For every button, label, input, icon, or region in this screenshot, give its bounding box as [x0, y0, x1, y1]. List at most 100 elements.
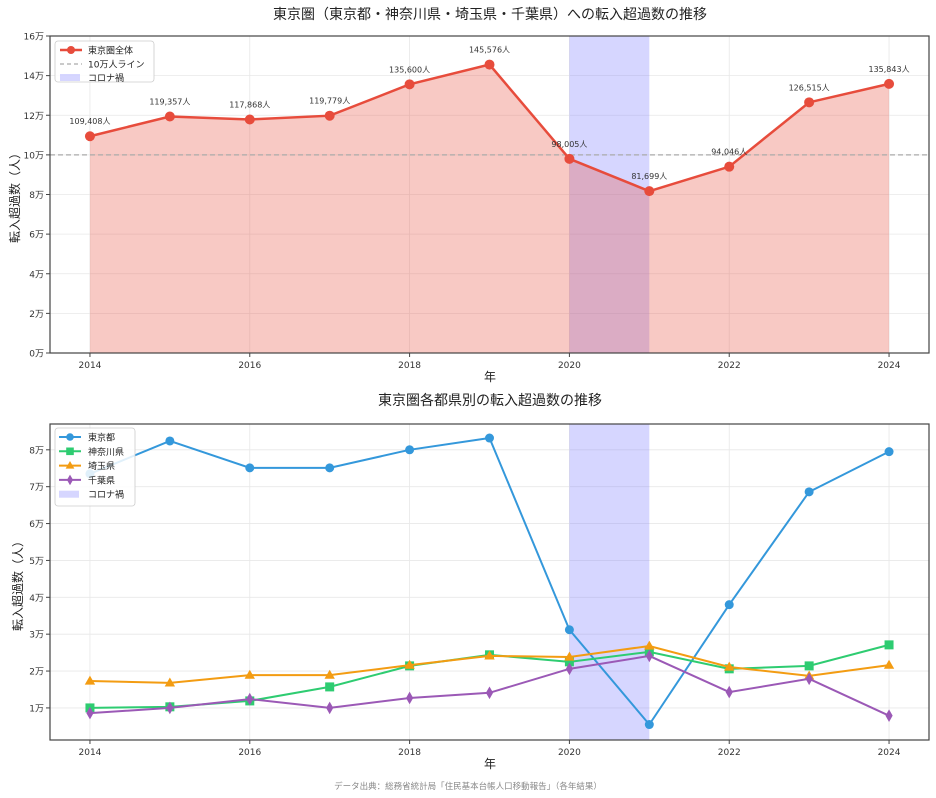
top-x-label: 年 — [484, 370, 496, 384]
top-data-labels: 109,408人 119,357人 117,868人 119,779人 135,600人… — [69, 46, 909, 182]
data-point-marker — [724, 600, 734, 610]
legend-label: 東京圏全体 — [88, 45, 133, 57]
source-footer: データ出典：総務省統計局「住民基本台帳人口移動報告」（各年結果） — [334, 781, 602, 792]
y-tick-label: 1万 — [29, 704, 44, 714]
legend-label: 神奈川県 — [88, 446, 124, 458]
data-point-marker — [244, 114, 255, 125]
legend-marker-icon — [65, 461, 75, 469]
data-point-marker — [484, 650, 495, 660]
data-point-marker — [164, 111, 175, 122]
data-point-marker — [165, 436, 175, 446]
data-value-label: 117,868人 — [229, 100, 270, 109]
data-point-marker — [484, 59, 495, 70]
data-point-marker — [644, 720, 654, 730]
data-point-marker — [805, 672, 813, 686]
data-point-marker — [84, 131, 95, 142]
data-point-marker — [564, 625, 574, 635]
area-fill — [89, 64, 890, 354]
data-point-marker — [324, 110, 335, 121]
bottom-series-lines — [84, 433, 895, 730]
bottom-grid — [50, 424, 929, 740]
data-value-label: 109,408人 — [69, 117, 110, 126]
data-value-label: 94,046人 — [711, 148, 747, 157]
y-tick-label: 5万 — [29, 557, 44, 567]
data-point-marker — [86, 706, 94, 720]
x-tick-label: 2022 — [718, 361, 741, 371]
top-y-axis: 0万 2万 4万 6万 8万 10万 12万 14万 16万 — [24, 33, 50, 360]
legend-marker-icon — [66, 474, 74, 486]
x-tick-label: 2018 — [398, 361, 421, 371]
data-value-label: 119,779人 — [309, 97, 350, 106]
y-tick-label: 8万 — [29, 191, 44, 201]
x-tick-label: 2018 — [398, 748, 421, 758]
y-tick-label: 2万 — [29, 668, 44, 678]
legend-box — [54, 427, 136, 507]
legend-label: コロナ禍 — [88, 489, 124, 501]
data-point-marker — [404, 79, 415, 90]
y-tick-label: 6万 — [29, 520, 44, 530]
data-point-marker — [405, 445, 415, 455]
bottom-x-label: 年 — [484, 757, 496, 771]
data-point-marker — [645, 649, 653, 663]
data-point-marker — [564, 153, 575, 164]
data-point-marker — [485, 686, 494, 700]
covid-period-band — [569, 36, 650, 353]
legend-marker-icon — [66, 447, 74, 456]
data-point-marker — [325, 682, 335, 692]
data-point-marker — [485, 433, 494, 443]
data-value-label: 135,600人 — [389, 65, 430, 74]
y-tick-label: 12万 — [24, 112, 44, 122]
y-tick-label: 2万 — [29, 310, 44, 320]
data-point-marker — [166, 701, 174, 715]
series-千葉県 — [86, 649, 893, 722]
legend-patch-swatch — [59, 490, 79, 498]
data-point-marker — [246, 692, 254, 706]
series-line — [89, 436, 890, 727]
bottom-chart-title: 東京圏各都県別の転入超過数の推移 — [378, 393, 602, 409]
legend-marker-icon — [66, 433, 74, 441]
data-value-label: 145,576人 — [469, 46, 510, 55]
top-area-fill — [89, 64, 890, 354]
y-tick-label: 10万 — [24, 151, 44, 161]
y-tick-label: 7万 — [29, 483, 44, 493]
data-point-marker — [804, 661, 814, 671]
top-covid-shade — [569, 36, 650, 353]
x-tick-label: 2022 — [718, 748, 741, 758]
bottom-y-label: 転入超過数（人） — [10, 535, 25, 631]
x-tick-label: 2014 — [79, 748, 102, 758]
y-tick-label: 14万 — [24, 72, 44, 82]
data-value-label: 119,357人 — [149, 98, 190, 107]
y-tick-label: 4万 — [29, 594, 44, 604]
data-point-marker — [564, 651, 575, 661]
legend-label: 東京都 — [88, 432, 115, 444]
data-point-marker — [84, 675, 96, 685]
data-point-marker — [404, 659, 415, 669]
data-value-label: 126,515人 — [789, 83, 830, 92]
data-value-label: 135,843人 — [868, 65, 909, 74]
top-series-line — [84, 59, 895, 197]
data-point-marker — [725, 685, 733, 699]
legend-label: 埼玉県 — [88, 460, 115, 472]
data-point-marker — [883, 659, 895, 669]
top-y-label: 転入超過数（人） — [7, 147, 22, 243]
series-東京都 — [85, 433, 894, 730]
data-point-marker — [324, 669, 335, 679]
data-point-marker — [885, 709, 893, 722]
data-point-marker — [884, 447, 894, 457]
data-point-marker — [325, 463, 335, 473]
series-埼玉県 — [84, 640, 895, 687]
legend-patch-swatch — [60, 74, 80, 81]
data-point-marker — [565, 662, 574, 676]
data-value-label: 98,005人 — [551, 140, 587, 149]
x-tick-label: 2016 — [238, 748, 261, 758]
x-tick-label: 2024 — [878, 361, 901, 371]
bottom-x-axis: 2014 2016 2018 2020 2022 2024 — [79, 740, 901, 758]
y-tick-label: 8万 — [29, 446, 44, 456]
y-tick-label: 0万 — [29, 350, 44, 360]
y-tick-label: 4万 — [29, 270, 44, 280]
data-point-marker — [245, 463, 255, 473]
legend-label: コロナ禍 — [88, 72, 124, 84]
